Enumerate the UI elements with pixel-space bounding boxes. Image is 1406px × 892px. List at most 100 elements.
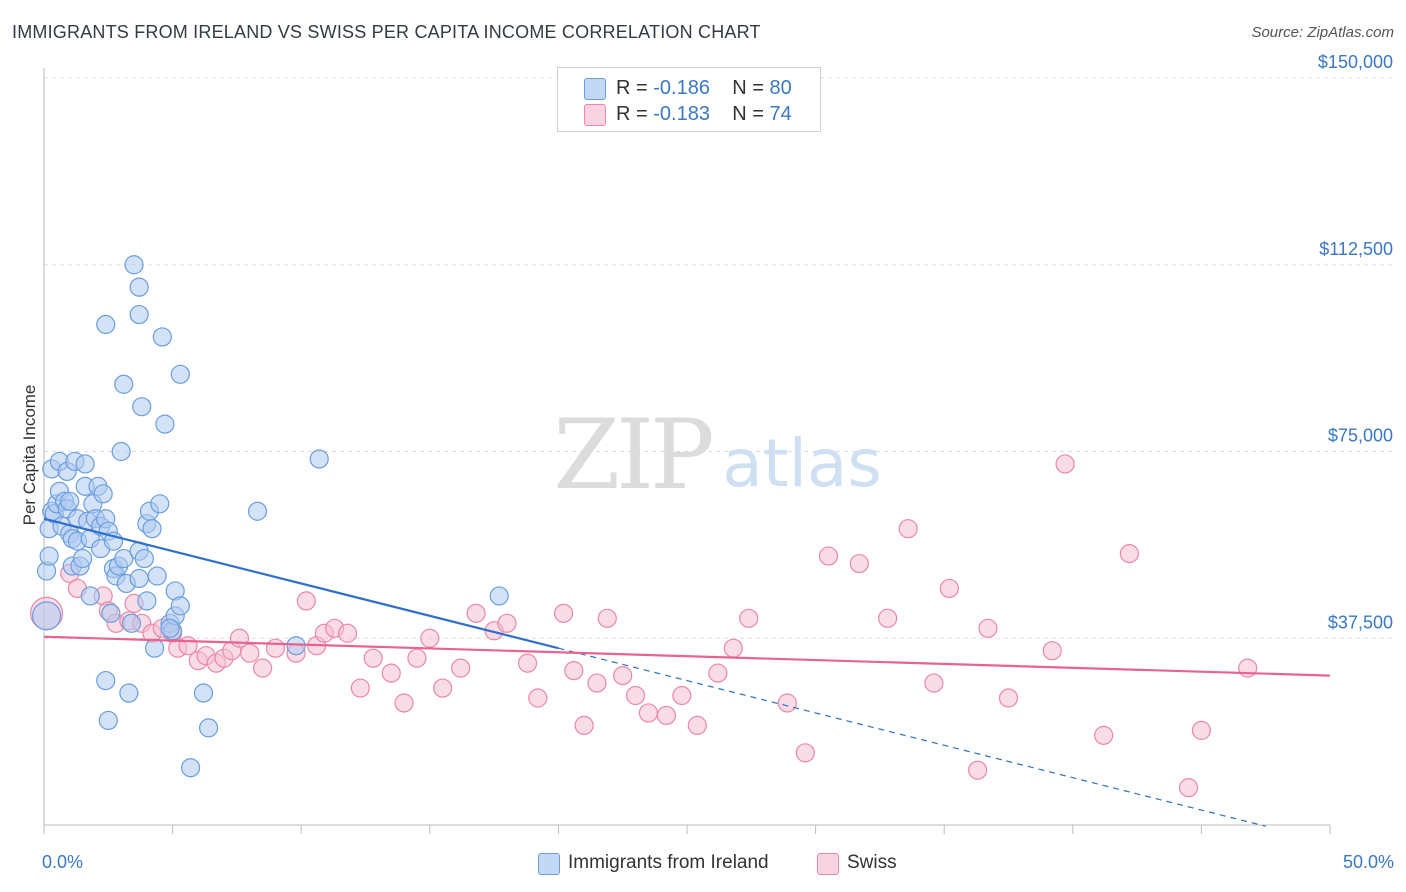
ireland-point (60, 491, 80, 511)
swiss-point (939, 578, 959, 599)
legend-n-label: N = (732, 103, 770, 125)
swiss-point (587, 673, 607, 693)
legend-n-value: 80 (769, 77, 792, 99)
swiss-point (240, 643, 260, 663)
source-note: Source: ZipAtlas.com (1251, 24, 1394, 41)
ireland-points (31, 255, 509, 778)
ireland-point (96, 670, 116, 691)
swiss-point (978, 618, 998, 638)
bottom-legend-swatch-ireland (538, 853, 560, 875)
ireland-point (129, 568, 149, 589)
ireland-point (137, 591, 157, 611)
ireland-point (114, 374, 134, 394)
swiss-point (296, 591, 316, 611)
swiss-point (433, 678, 453, 698)
ireland-point (155, 414, 175, 434)
ireland-point (114, 548, 134, 569)
swiss-point (708, 663, 728, 683)
ireland-point (93, 484, 113, 504)
watermark-zip: ZIP (553, 399, 712, 511)
swiss-point (1042, 641, 1062, 661)
trend-line-swiss (43, 635, 1331, 677)
swiss-point (1191, 720, 1212, 740)
ireland-point (124, 255, 144, 275)
ireland-point (72, 548, 93, 569)
ireland-point (80, 586, 100, 606)
swiss-point (451, 658, 471, 678)
swiss-point (394, 693, 414, 713)
correlation-legend: R = -0.186 N = 80 R = -0.183 N = 74 (557, 67, 821, 132)
y-tick-label: $150,000 (1318, 52, 1393, 72)
swiss-point (553, 603, 574, 623)
trend-line-ireland-extension (558, 647, 1266, 827)
y-tick-label: $37,500 (1328, 612, 1393, 632)
ireland-point (199, 718, 219, 738)
swiss-point (528, 688, 548, 708)
legend-r-label: R = (616, 77, 654, 99)
swiss-point (687, 715, 707, 736)
ireland-point (39, 546, 59, 566)
watermark: ZIP atlas (553, 399, 881, 511)
swiss-point (613, 665, 633, 686)
ireland-point (181, 758, 201, 778)
swiss-point (597, 608, 617, 628)
ireland-point (286, 636, 306, 656)
swiss-point (625, 685, 646, 706)
legend-swatch-ireland (584, 78, 606, 100)
swiss-point (638, 703, 659, 723)
ireland-point (170, 596, 190, 616)
watermark-atlas: atlas (722, 425, 882, 502)
chart-title: IMMIGRANTS FROM IRELAND VS SWISS PER CAP… (12, 22, 761, 42)
swiss-point (497, 613, 517, 633)
swiss-point (968, 760, 988, 780)
legend-r-value: -0.186 (653, 77, 710, 99)
ireland-point (129, 277, 149, 297)
swiss-point (363, 648, 383, 668)
trend-lines (43, 517, 1331, 827)
swiss-point (564, 661, 584, 681)
ireland-point (150, 494, 170, 514)
ireland-point (152, 327, 172, 347)
ireland-point (142, 519, 162, 539)
ireland-point (132, 397, 152, 417)
swiss-point (265, 638, 286, 658)
grid-layer (44, 77, 1395, 639)
ireland-point (96, 314, 116, 335)
swiss-point (1178, 778, 1199, 798)
ireland-point (31, 601, 62, 631)
swiss-point (723, 638, 743, 658)
legend-swatch-swiss (584, 104, 606, 126)
legend-r-value: -0.183 (653, 103, 710, 125)
bottom-legend-swatch-swiss (817, 853, 839, 875)
swiss-point (924, 673, 944, 693)
ireland-point (309, 449, 329, 469)
ireland-point (129, 304, 149, 325)
ireland-point (160, 618, 180, 638)
swiss-point (998, 688, 1019, 708)
y-tick-label: $112,500 (1319, 239, 1393, 259)
swiss-point (672, 685, 692, 706)
swiss-point (350, 678, 370, 698)
swiss-point (420, 628, 440, 648)
swiss-point (1119, 543, 1139, 564)
trend-line-ireland (43, 517, 559, 650)
swiss-point (818, 546, 839, 566)
swiss-point (1238, 658, 1258, 678)
axis-layer (43, 68, 1331, 834)
swiss-point (466, 603, 486, 623)
ireland-point (193, 683, 214, 703)
swiss-point (1055, 454, 1075, 474)
swiss-point (795, 743, 815, 763)
ireland-point (119, 683, 139, 703)
swiss-point (898, 519, 918, 539)
swiss-point (777, 693, 797, 713)
swiss-point (253, 658, 273, 678)
ireland-point (170, 364, 190, 384)
bottom-legend-label-ireland: Immigrants from Ireland (568, 852, 769, 873)
ireland-point (98, 710, 118, 731)
swiss-point (739, 608, 759, 628)
ireland-point (247, 501, 268, 521)
swiss-point (381, 663, 401, 683)
ireland-point (144, 638, 165, 658)
y-tick-labels: $37,500 $75,000 $112,500 $150,000 (1318, 52, 1393, 632)
